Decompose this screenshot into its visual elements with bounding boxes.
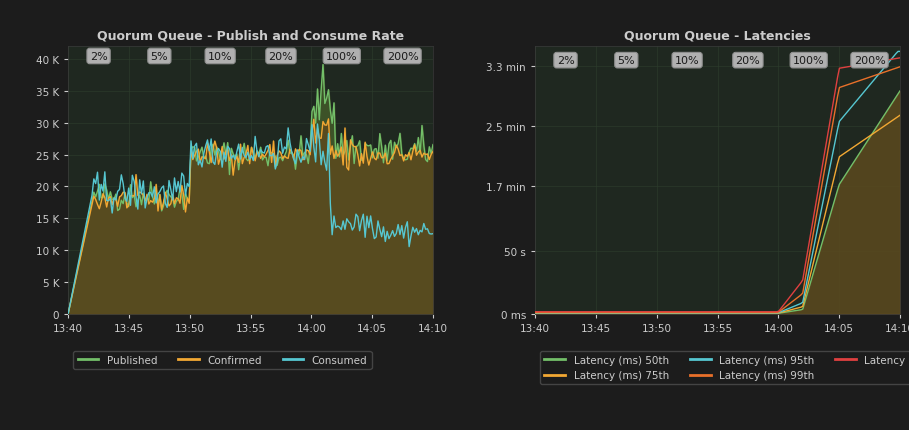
Text: 5%: 5% [617, 56, 635, 66]
Text: 200%: 200% [386, 52, 418, 62]
Text: 10%: 10% [208, 52, 233, 62]
Text: 20%: 20% [735, 56, 760, 66]
Title: Quorum Queue - Latencies: Quorum Queue - Latencies [624, 29, 811, 42]
Legend: Latency (ms) 50th, Latency (ms) 75th, Latency (ms) 95th, Latency (ms) 99th, Late: Latency (ms) 50th, Latency (ms) 75th, La… [540, 351, 909, 384]
Text: 100%: 100% [326, 52, 357, 62]
Text: 5%: 5% [151, 52, 168, 62]
Text: 2%: 2% [556, 56, 574, 66]
Text: 20%: 20% [268, 52, 294, 62]
Title: Quorum Queue - Publish and Consume Rate: Quorum Queue - Publish and Consume Rate [97, 29, 405, 42]
Text: 2%: 2% [90, 52, 107, 62]
Legend: Published, Confirmed, Consumed: Published, Confirmed, Consumed [74, 351, 372, 369]
Text: 200%: 200% [854, 56, 885, 66]
Text: 100%: 100% [793, 56, 824, 66]
Text: 10%: 10% [674, 56, 699, 66]
